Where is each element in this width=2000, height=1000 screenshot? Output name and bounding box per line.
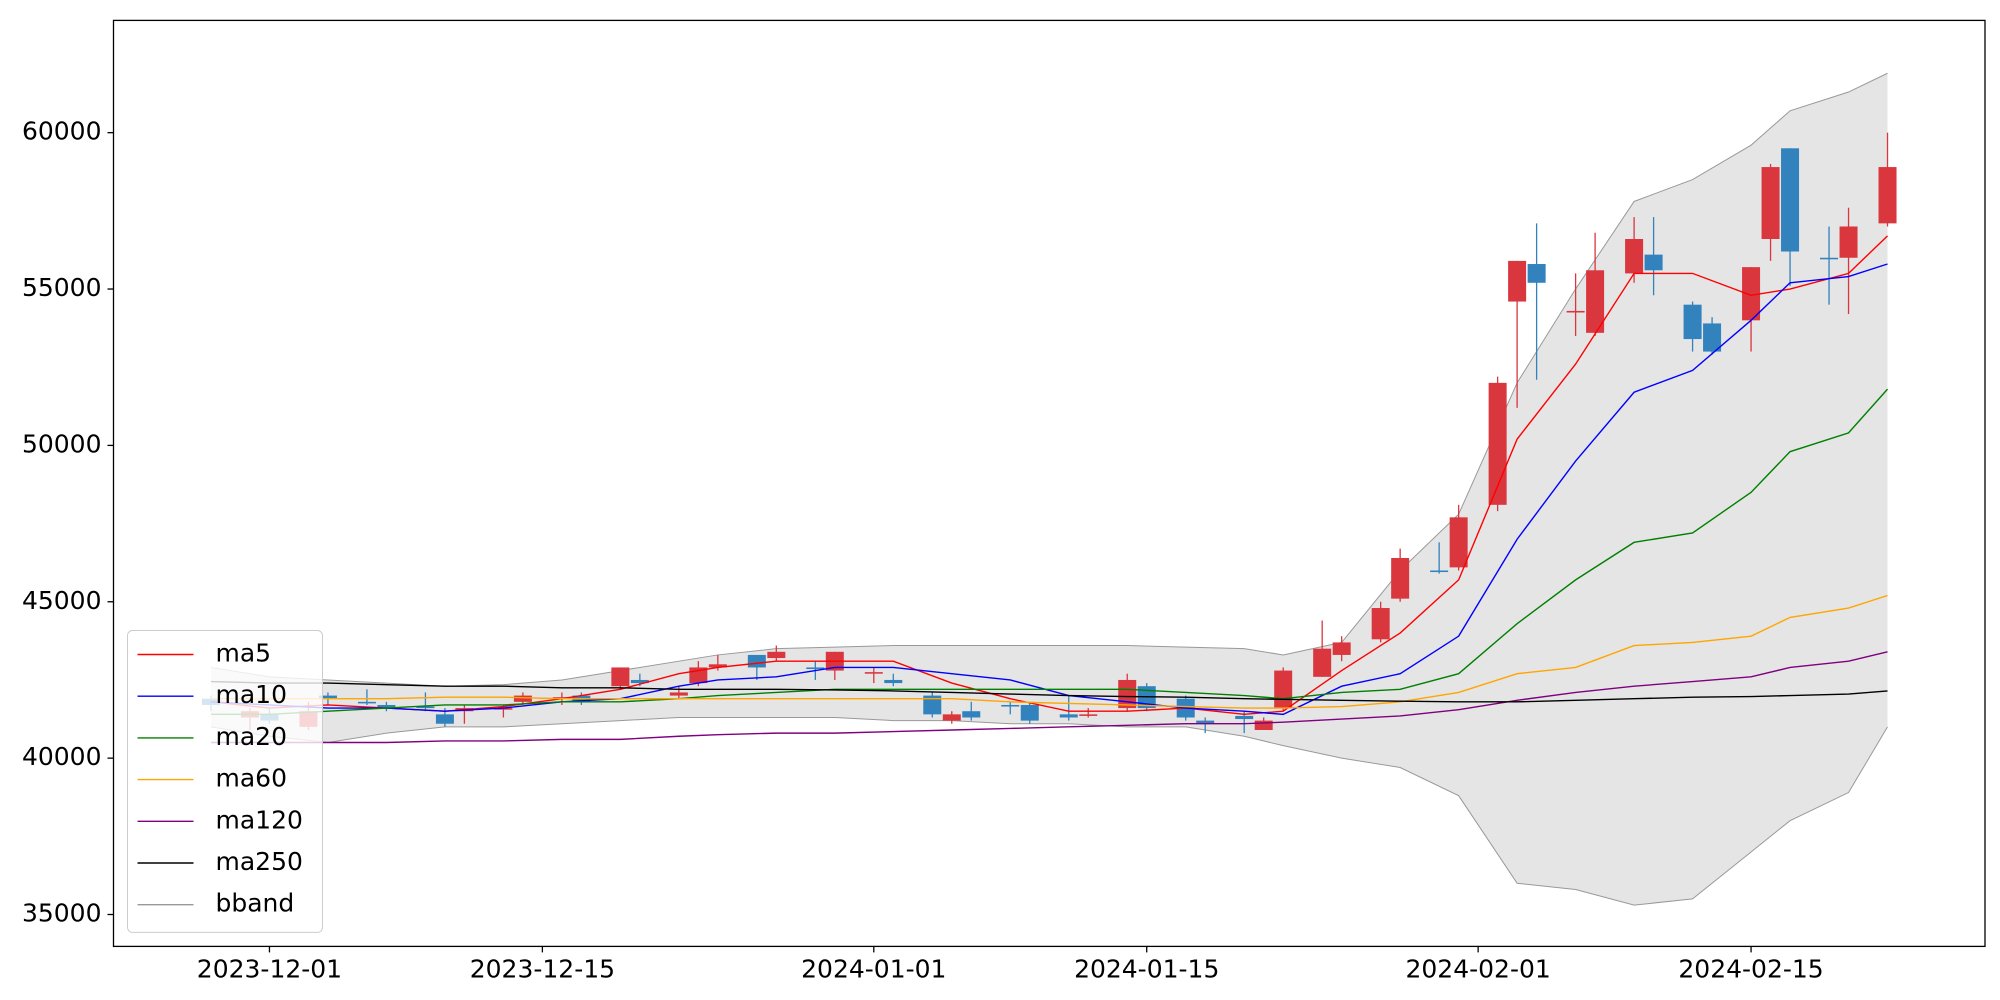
x-tick-label: 2024-01-15 (1074, 954, 1219, 983)
candle-body (806, 667, 825, 670)
candle-body (884, 679, 903, 684)
candle-body (942, 714, 961, 721)
candle-body (1430, 570, 1449, 573)
candle-body (1449, 517, 1468, 568)
candle-body (513, 695, 532, 702)
x-tick-label: 2023-12-01 (197, 954, 342, 983)
y-tick-label: 50000 (22, 429, 102, 458)
candle-body (962, 711, 981, 718)
x-tick-label: 2024-01-01 (801, 954, 946, 983)
candle-body (1079, 714, 1098, 716)
legend: ma5 ma10 ma20 ma60 ma120 ma250 bband (127, 630, 323, 933)
y-tick-label: 35000 (22, 899, 102, 928)
y-tick-label: 55000 (22, 273, 102, 302)
candle-body (1878, 167, 1897, 224)
candle-body (1644, 254, 1663, 271)
candle-body (611, 667, 630, 687)
candle-body (669, 692, 688, 696)
ma-line (210, 680, 1888, 703)
candle-body (1371, 608, 1390, 640)
axes-frame (112, 19, 1986, 948)
ma-line (210, 594, 1888, 709)
candle-body (1313, 648, 1332, 677)
candle-body (864, 672, 883, 674)
candle-body (1391, 557, 1410, 599)
candle-body (377, 704, 396, 709)
x-tick-label: 2024-02-01 (1405, 954, 1550, 983)
candle-body (1274, 670, 1293, 709)
legend-box (127, 630, 323, 933)
candle-body (1196, 720, 1215, 724)
candle-body (767, 651, 786, 659)
candle-body (1118, 679, 1137, 709)
legend-label: ma10 (216, 680, 287, 709)
bband-edge (210, 72, 1888, 687)
legend-label: ma20 (216, 722, 287, 751)
legend-label: bband (216, 889, 295, 918)
candle-body (1235, 715, 1254, 720)
candle-body (1586, 270, 1605, 333)
candle-body (1761, 167, 1780, 239)
ma-line (210, 388, 1889, 716)
candle-body (630, 679, 649, 684)
ma-line (210, 651, 1888, 744)
candle-body (747, 654, 766, 668)
candle-body (494, 708, 513, 710)
candle-body (1742, 267, 1761, 321)
y-tick-label: 40000 (22, 742, 102, 771)
candle-body (416, 706, 435, 709)
candle-body (1839, 226, 1858, 258)
y-tick-label: 60000 (22, 117, 102, 146)
x-tick-label: 2023-12-15 (470, 954, 615, 983)
legend-label: ma250 (216, 847, 303, 876)
ma-line (210, 235, 1889, 716)
candle-body (357, 701, 376, 704)
candle-body (1625, 238, 1644, 274)
candle-body (435, 714, 454, 724)
candle-body (1703, 323, 1722, 352)
candle-body (1001, 704, 1020, 707)
candle-body (1820, 257, 1839, 260)
legend-label: ma120 (216, 805, 303, 834)
legend-label: ma60 (216, 764, 287, 793)
candle-body (1683, 304, 1702, 340)
candle-body (1566, 310, 1585, 313)
candle-body (1254, 720, 1273, 730)
candle-body (1508, 260, 1527, 302)
candle-body (1059, 714, 1078, 718)
candle-body (552, 697, 571, 699)
candle-body (1527, 264, 1546, 283)
candle-body (318, 695, 337, 699)
legend-label: ma5 (216, 639, 272, 668)
candle-body (1781, 148, 1800, 252)
candle-body (1020, 704, 1039, 721)
candle-body (708, 664, 727, 668)
x-tick-label: 2024-02-15 (1678, 954, 1823, 983)
candle-body (1332, 642, 1351, 655)
bband-edge (210, 716, 1888, 906)
candle-body (923, 695, 942, 715)
y-tick-label: 45000 (22, 586, 102, 615)
